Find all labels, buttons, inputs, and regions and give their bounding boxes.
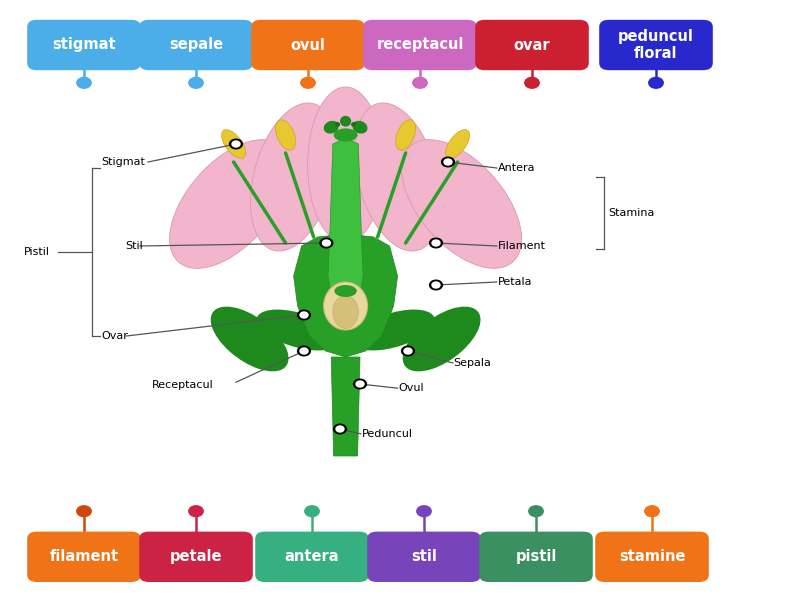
Ellipse shape	[250, 103, 337, 251]
Circle shape	[189, 506, 203, 517]
Text: Sepala: Sepala	[454, 358, 491, 368]
Text: Stil: Stil	[126, 241, 143, 251]
Ellipse shape	[353, 310, 434, 350]
Circle shape	[189, 77, 203, 88]
Circle shape	[402, 346, 414, 356]
Ellipse shape	[257, 310, 338, 350]
Text: filament: filament	[50, 550, 118, 564]
Text: stil: stil	[411, 550, 437, 564]
Text: Pistil: Pistil	[24, 247, 50, 257]
Ellipse shape	[340, 116, 351, 127]
Circle shape	[232, 141, 240, 147]
FancyBboxPatch shape	[251, 20, 365, 70]
Text: Ovar: Ovar	[102, 331, 129, 341]
Circle shape	[356, 381, 364, 387]
Ellipse shape	[308, 87, 384, 243]
FancyBboxPatch shape	[475, 20, 589, 70]
Circle shape	[301, 77, 315, 88]
Circle shape	[649, 77, 663, 88]
Text: stigmat: stigmat	[52, 37, 116, 52]
Text: Petala: Petala	[498, 277, 532, 287]
Circle shape	[298, 310, 310, 320]
Circle shape	[417, 506, 431, 517]
Circle shape	[77, 77, 91, 88]
FancyBboxPatch shape	[27, 532, 141, 582]
Ellipse shape	[210, 307, 289, 371]
Circle shape	[529, 506, 543, 517]
Circle shape	[230, 139, 242, 149]
Text: Antera: Antera	[498, 163, 535, 173]
Ellipse shape	[333, 295, 358, 329]
Text: petale: petale	[170, 550, 222, 564]
FancyBboxPatch shape	[479, 532, 593, 582]
Circle shape	[645, 506, 659, 517]
Text: Receptacul: Receptacul	[152, 380, 214, 390]
Ellipse shape	[396, 120, 415, 150]
FancyBboxPatch shape	[139, 532, 253, 582]
FancyBboxPatch shape	[599, 20, 713, 70]
Circle shape	[298, 346, 310, 356]
Circle shape	[525, 77, 539, 88]
Ellipse shape	[276, 120, 295, 150]
Text: antera: antera	[285, 550, 339, 564]
Polygon shape	[331, 357, 360, 456]
Ellipse shape	[446, 130, 470, 158]
Ellipse shape	[334, 128, 358, 142]
Ellipse shape	[170, 140, 290, 268]
FancyBboxPatch shape	[255, 532, 369, 582]
Text: Stigmat: Stigmat	[102, 157, 146, 167]
Circle shape	[77, 506, 91, 517]
FancyBboxPatch shape	[139, 20, 253, 70]
Ellipse shape	[354, 103, 441, 251]
Ellipse shape	[335, 122, 340, 127]
Polygon shape	[294, 234, 398, 357]
Circle shape	[432, 282, 440, 288]
Ellipse shape	[402, 307, 481, 371]
Text: stamine: stamine	[618, 550, 686, 564]
FancyBboxPatch shape	[595, 532, 709, 582]
Circle shape	[322, 240, 330, 246]
Polygon shape	[328, 138, 363, 297]
Circle shape	[430, 280, 442, 290]
Circle shape	[444, 159, 452, 165]
Text: ovul: ovul	[290, 37, 326, 52]
Ellipse shape	[402, 140, 522, 268]
FancyBboxPatch shape	[363, 20, 477, 70]
Circle shape	[334, 424, 346, 434]
Ellipse shape	[324, 121, 338, 134]
Text: pistil: pistil	[515, 550, 557, 564]
Circle shape	[413, 77, 427, 88]
Circle shape	[432, 240, 440, 246]
Ellipse shape	[353, 121, 367, 134]
FancyBboxPatch shape	[27, 20, 141, 70]
Circle shape	[354, 379, 366, 389]
Ellipse shape	[334, 285, 357, 297]
Circle shape	[320, 238, 333, 248]
Text: sepale: sepale	[169, 37, 223, 52]
Text: receptacul: receptacul	[376, 37, 464, 52]
Text: Ovul: Ovul	[398, 383, 424, 393]
Ellipse shape	[323, 282, 368, 330]
Text: Stamina: Stamina	[608, 208, 654, 218]
Circle shape	[336, 426, 344, 432]
Circle shape	[404, 348, 412, 354]
Ellipse shape	[222, 130, 246, 158]
Circle shape	[442, 157, 454, 167]
Circle shape	[305, 506, 319, 517]
Ellipse shape	[351, 122, 356, 127]
Circle shape	[300, 348, 308, 354]
Circle shape	[300, 312, 308, 318]
Text: Peduncul: Peduncul	[362, 429, 413, 439]
Text: peduncul
floral: peduncul floral	[618, 29, 694, 61]
Text: Filament: Filament	[498, 241, 546, 251]
Text: ovar: ovar	[514, 37, 550, 52]
FancyBboxPatch shape	[367, 532, 481, 582]
Circle shape	[430, 238, 442, 248]
